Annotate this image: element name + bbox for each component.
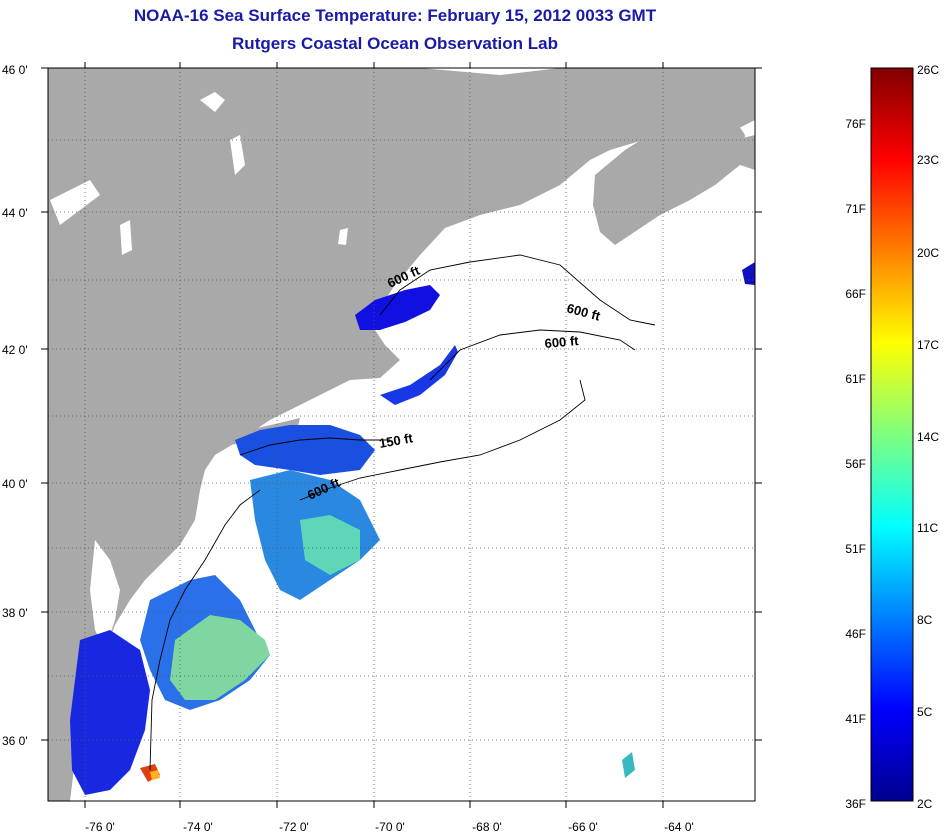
colorbar-f-label: 56F [845, 457, 866, 471]
lon-tick-label: -76 0' [85, 820, 115, 834]
colorbar-f-label: 41F [845, 712, 866, 726]
sst-data [70, 262, 755, 795]
colorbar-f-label: 66F [845, 287, 866, 301]
lat-tick-label: 46 0' [2, 63, 28, 77]
map-subtitle: Rutgers Coastal Ocean Observation Lab [232, 34, 558, 53]
colorbar-c-label: 17C [917, 338, 939, 352]
colorbar-c-label: 26C [917, 63, 939, 77]
lat-tick-label: 44 0' [2, 206, 28, 220]
lat-labels: 46 0' 44 0' 42 0' 40 0' 38 0' 36 0' [2, 63, 28, 748]
map-title: NOAA-16 Sea Surface Temperature: Februar… [133, 6, 657, 25]
lat-tick-label: 42 0' [2, 343, 28, 357]
colorbar-c-label: 8C [917, 613, 933, 627]
lon-tick-label: -70 0' [375, 820, 405, 834]
colorbar-c-label: 14C [917, 430, 939, 444]
contour-label: 600 ft [544, 333, 580, 351]
lat-tick-label: 36 0' [2, 734, 28, 748]
colorbar-f-label: 36F [845, 797, 866, 811]
lon-tick-label: -66 0' [568, 820, 598, 834]
lon-tick-label: -74 0' [183, 820, 213, 834]
colorbar-labels: 76F 71F 66F 61F 56F 51F 46F 41F 36F 26C … [845, 63, 939, 811]
lat-tick-label: 38 0' [2, 606, 28, 620]
colorbar-c-label: 5C [917, 705, 933, 719]
axis-ticks [41, 62, 762, 808]
land-delmarva [90, 540, 120, 650]
colorbar-c-label: 23C [917, 153, 939, 167]
map-panel: 600 ft 600 ft 600 ft 150 ft 600 ft [48, 68, 755, 801]
colorbar-f-label: 51F [845, 542, 866, 556]
lon-tick-label: -72 0' [279, 820, 309, 834]
land-nova-scotia [593, 110, 745, 245]
lon-tick-label: -68 0' [472, 820, 502, 834]
colorbar-f-label: 71F [845, 202, 866, 216]
lon-tick-label: -64 0' [664, 820, 694, 834]
lon-labels: -76 0' -74 0' -72 0' -70 0' -68 0' -66 0… [85, 820, 694, 834]
colorbar-c-label: 11C [917, 521, 938, 535]
colorbar-c-label: 2C [917, 797, 933, 811]
lat-tick-label: 40 0' [2, 477, 28, 491]
map-frame [47, 67, 756, 802]
contour-label: 150 ft [378, 430, 415, 451]
colorbar-c-label: 20C [917, 246, 939, 260]
land-mainland [48, 68, 755, 801]
land-cape-breton [735, 135, 755, 170]
colorbar [870, 67, 914, 802]
colorbar-f-label: 76F [845, 117, 866, 131]
colorbar-f-label: 61F [845, 372, 866, 386]
colorbar-f-label: 46F [845, 627, 866, 641]
